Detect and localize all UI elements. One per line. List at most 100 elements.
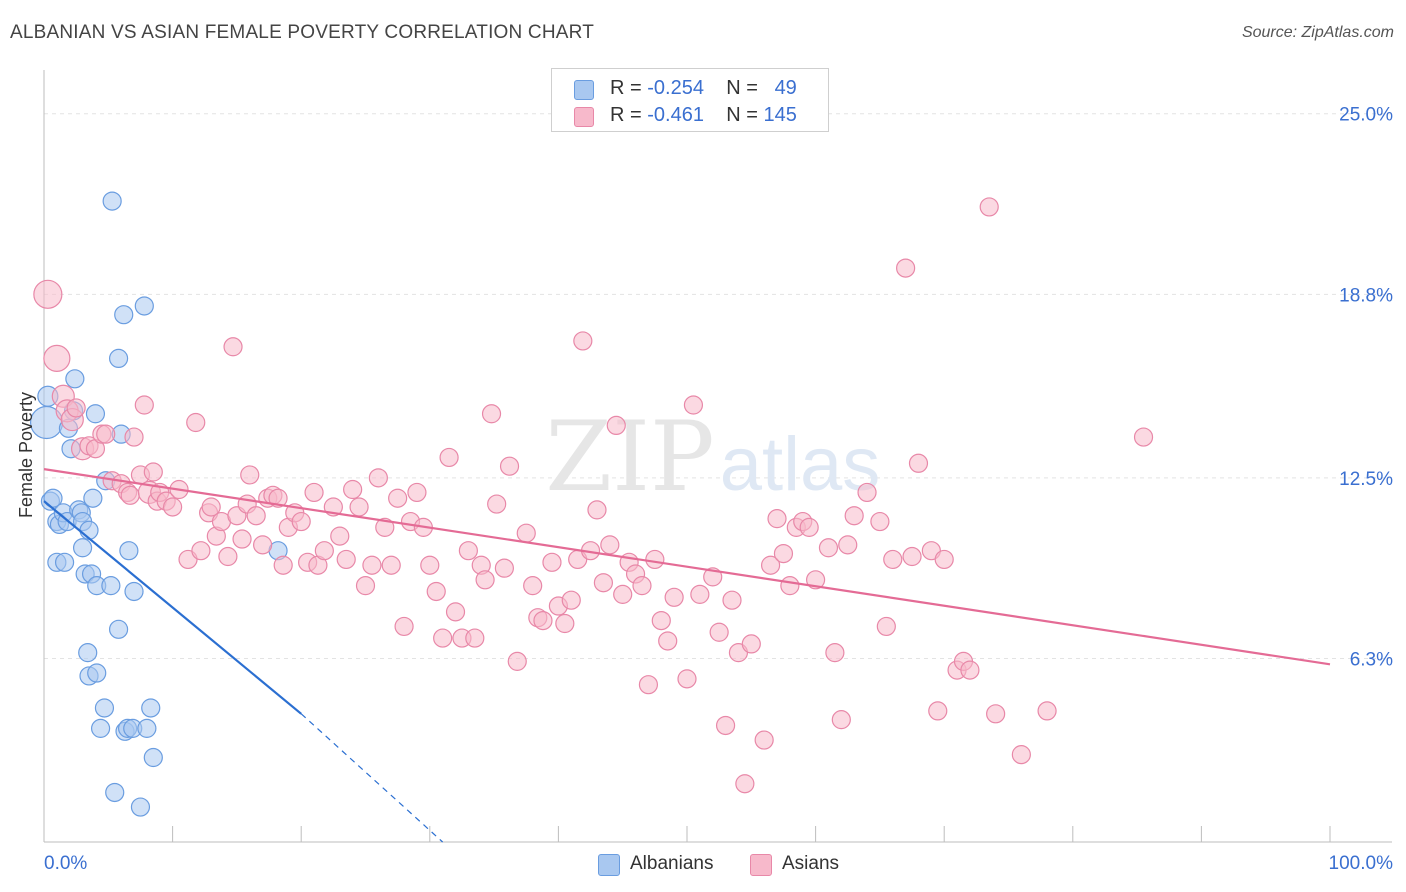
data-point	[105, 782, 125, 803]
legend-r-value: -0.254	[647, 77, 704, 99]
series-legend-asians[interactable]: Asians	[750, 851, 870, 877]
series-albanians	[29, 191, 288, 817]
data-point	[426, 581, 446, 602]
data-point	[119, 541, 139, 561]
data-point	[465, 628, 485, 648]
data-point	[934, 549, 954, 570]
y-tick-labels: 6.3% 12.5% 18.8% 25.0%	[1339, 105, 1393, 671]
y-tick-label: 25.0%	[1339, 105, 1393, 126]
data-point	[606, 415, 626, 436]
data-point	[394, 616, 414, 637]
data-point	[78, 643, 98, 663]
data-point	[343, 479, 363, 500]
data-point	[330, 526, 350, 546]
data-point	[690, 584, 710, 604]
x-tick-label-right: 100.0%	[1329, 853, 1394, 874]
data-point	[232, 529, 252, 549]
y-axis-label: Female Poverty	[16, 392, 36, 518]
data-point	[43, 344, 71, 373]
data-point	[677, 669, 697, 689]
data-point	[831, 710, 851, 730]
data-point	[1133, 427, 1154, 447]
trend-layer	[43, 468, 1331, 843]
legend-r-label: R =	[610, 77, 642, 99]
data-point	[108, 348, 129, 369]
data-point	[960, 660, 980, 680]
data-point	[124, 581, 144, 602]
data-point	[760, 555, 781, 575]
data-point	[664, 587, 684, 607]
series-asians	[33, 197, 1154, 794]
data-point	[336, 549, 356, 570]
data-point	[876, 616, 896, 637]
data-point	[825, 643, 845, 663]
data-point	[65, 369, 85, 389]
data-point	[268, 488, 288, 508]
data-point	[223, 337, 243, 357]
data-point	[632, 576, 652, 596]
data-point	[715, 715, 736, 736]
data-point	[355, 576, 376, 596]
data-point	[83, 488, 103, 508]
data-point	[658, 631, 678, 651]
data-point	[494, 558, 514, 578]
y-tick-label: 6.3%	[1350, 649, 1393, 670]
data-point	[420, 555, 440, 575]
data-point	[857, 482, 877, 503]
data-point	[33, 279, 63, 309]
y-tick-label: 18.8%	[1339, 285, 1393, 306]
data-point	[896, 258, 916, 278]
data-point	[805, 570, 826, 590]
data-point	[54, 552, 75, 572]
data-point	[516, 523, 536, 543]
data-point	[120, 485, 140, 505]
data-point	[542, 552, 562, 572]
data-point	[818, 538, 839, 558]
data-point	[561, 590, 581, 610]
series-layer	[29, 191, 1154, 817]
data-point	[96, 424, 116, 444]
data-point	[986, 704, 1006, 724]
data-point	[143, 747, 163, 768]
data-point	[388, 488, 408, 508]
data-point	[87, 663, 107, 683]
data-point	[773, 543, 794, 564]
chart-title: ALBANIAN VS ASIAN FEMALE POVERTY CORRELA…	[10, 22, 595, 43]
data-point	[481, 404, 502, 424]
data-point	[638, 675, 659, 695]
data-point	[130, 797, 151, 817]
data-point	[573, 331, 593, 351]
data-point	[137, 718, 157, 738]
data-point	[1011, 745, 1031, 765]
data-point	[475, 570, 495, 590]
data-point	[94, 698, 115, 718]
data-point	[587, 500, 607, 520]
data-point	[253, 535, 273, 555]
correlation-legend: R = -0.254 N = 49 R = -0.461 N = 145	[551, 68, 829, 132]
data-point	[767, 509, 787, 529]
legend-n-label: N =	[726, 104, 758, 126]
data-point	[381, 555, 401, 575]
data-point	[613, 584, 633, 604]
data-point	[201, 497, 221, 517]
series-name-asians: Asians	[782, 853, 840, 874]
trend-line-asians	[43, 468, 1331, 666]
series-swatch-asians	[750, 854, 772, 876]
data-point	[143, 462, 163, 482]
data-point	[445, 602, 466, 622]
legend-swatch-albanians	[574, 80, 594, 100]
data-point	[902, 546, 922, 567]
data-point	[102, 191, 122, 211]
data-point	[108, 619, 129, 639]
data-point	[735, 774, 755, 794]
legend-n-value: 145	[763, 104, 797, 126]
x-tick-label-left: 0.0%	[44, 853, 87, 874]
data-point	[101, 576, 121, 596]
data-point	[600, 535, 620, 555]
data-point	[90, 718, 111, 738]
data-point	[908, 453, 929, 473]
series-legend-albanians[interactable]: Albanians	[598, 851, 738, 877]
data-point	[487, 494, 507, 514]
watermark-atlas: atlas	[720, 422, 881, 507]
